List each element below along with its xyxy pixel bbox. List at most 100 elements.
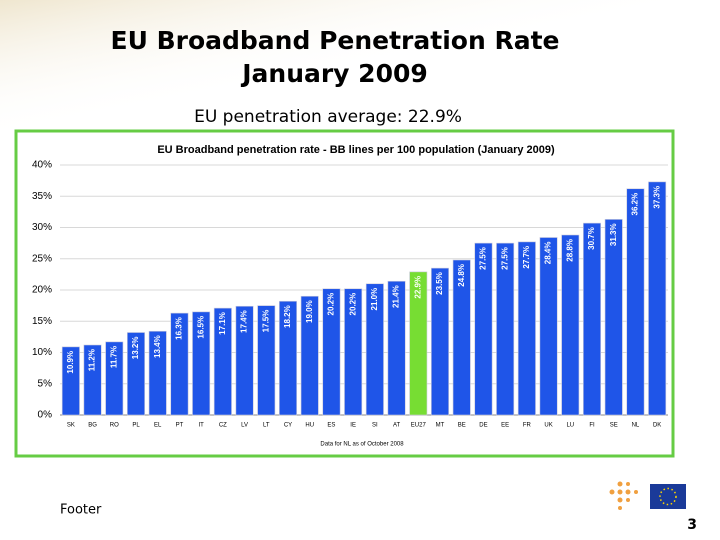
value-label: 28.4% bbox=[544, 242, 553, 265]
x-tick-label: IT bbox=[198, 423, 204, 429]
value-label: 37.3% bbox=[652, 186, 661, 209]
bar bbox=[474, 242, 493, 416]
x-tick-label: LT bbox=[263, 423, 270, 429]
y-tick-label: 35% bbox=[32, 191, 52, 202]
bar bbox=[235, 305, 254, 416]
bar bbox=[192, 311, 211, 416]
bar bbox=[539, 237, 558, 416]
value-label: 17.5% bbox=[261, 310, 270, 333]
bar bbox=[604, 219, 623, 416]
x-tick-label: SE bbox=[610, 423, 618, 429]
footer: Footer bbox=[60, 503, 102, 518]
y-tick-label: 20% bbox=[32, 285, 52, 296]
page-number: 3 bbox=[687, 517, 697, 533]
x-tick-label: EE bbox=[501, 423, 509, 429]
bar bbox=[583, 222, 601, 416]
value-label: 23.5% bbox=[435, 272, 444, 295]
x-tick-label: SK bbox=[67, 423, 75, 429]
bar bbox=[517, 241, 536, 416]
value-label: 30.7% bbox=[587, 227, 596, 250]
x-tick-label: MT bbox=[436, 423, 445, 429]
x-tick-label: UK bbox=[544, 423, 552, 429]
x-tick-label: LV bbox=[241, 423, 248, 429]
logo-dots bbox=[609, 481, 638, 510]
bar bbox=[648, 181, 667, 416]
slide-subtitle: EU penetration average: 22.9% bbox=[194, 107, 462, 127]
bar bbox=[561, 234, 580, 416]
slide-title: January 2009 bbox=[240, 59, 428, 88]
y-tick-label: 40% bbox=[32, 160, 52, 171]
bar bbox=[387, 280, 406, 416]
x-tick-label: ES bbox=[327, 423, 335, 429]
x-tick-label: PT bbox=[176, 423, 184, 429]
x-tick-label: PL bbox=[132, 423, 140, 429]
background-fade bbox=[0, 0, 720, 140]
value-label: 20.2% bbox=[327, 293, 336, 316]
value-label: 16.3% bbox=[175, 317, 184, 340]
x-tick-label: HU bbox=[305, 423, 314, 429]
value-label: 18.2% bbox=[283, 305, 292, 328]
x-tick-label: FI bbox=[589, 423, 595, 429]
slide-title: EU Broadband Penetration Rate bbox=[111, 26, 560, 55]
value-label: 11.2% bbox=[88, 349, 97, 371]
y-tick-label: 25% bbox=[32, 253, 52, 264]
x-tick-label: CZ bbox=[219, 423, 227, 429]
bar bbox=[83, 344, 102, 416]
eu-flag bbox=[650, 484, 686, 509]
bar bbox=[213, 307, 232, 416]
bar bbox=[409, 271, 428, 416]
x-tick-label: FR bbox=[523, 423, 532, 429]
value-label: 10.9% bbox=[66, 351, 75, 374]
value-label: 13.4% bbox=[153, 335, 162, 358]
y-tick-label: 5% bbox=[38, 378, 53, 389]
value-label: 22.9% bbox=[413, 276, 422, 299]
x-tick-label: DE bbox=[479, 423, 487, 429]
bar bbox=[105, 341, 124, 416]
x-tick-label: NL bbox=[632, 423, 640, 429]
x-tick-label: AT bbox=[393, 423, 401, 429]
bar bbox=[257, 305, 276, 416]
y-tick-label: 0% bbox=[38, 410, 53, 421]
chart-title: EU Broadband penetration rate - BB lines… bbox=[157, 144, 555, 156]
bar bbox=[279, 300, 297, 416]
value-label: 27.5% bbox=[479, 247, 488, 270]
value-label: 19.0% bbox=[305, 300, 314, 323]
bar bbox=[452, 259, 471, 416]
x-tick-label: EU27 bbox=[411, 423, 427, 429]
value-label: 20.2% bbox=[348, 293, 357, 316]
x-tick-label: DK bbox=[653, 423, 661, 429]
bar bbox=[496, 242, 515, 416]
value-label: 11.7% bbox=[109, 346, 118, 368]
bar bbox=[61, 346, 80, 416]
x-tick-label: IE bbox=[350, 423, 356, 429]
value-label: 27.7% bbox=[522, 246, 531, 269]
value-label: 21.0% bbox=[370, 288, 379, 311]
x-tick-label: BG bbox=[88, 423, 97, 429]
x-tick-label: SI bbox=[372, 423, 378, 429]
x-tick-label: CY bbox=[284, 423, 292, 429]
bar bbox=[431, 267, 449, 416]
bar bbox=[300, 295, 319, 416]
value-label: 27.5% bbox=[500, 247, 509, 270]
chart-note: Data for NL as of October 2008 bbox=[320, 442, 404, 448]
value-label: 36.2% bbox=[631, 193, 640, 216]
x-tick-label: RO bbox=[110, 423, 119, 429]
value-label: 13.2% bbox=[131, 337, 140, 360]
value-label: 17.1% bbox=[218, 312, 227, 335]
bar bbox=[365, 283, 384, 416]
bar bbox=[170, 312, 189, 416]
value-label: 31.3% bbox=[609, 223, 618, 246]
value-label: 16.5% bbox=[196, 316, 205, 339]
x-tick-label: EL bbox=[154, 423, 162, 429]
bar bbox=[626, 188, 645, 416]
y-tick-label: 10% bbox=[32, 347, 52, 358]
bar bbox=[127, 332, 145, 416]
value-label: 24.8% bbox=[457, 264, 466, 287]
bar bbox=[344, 288, 363, 416]
value-label: 17.4% bbox=[240, 310, 249, 333]
x-tick-label: LU bbox=[566, 423, 574, 429]
y-tick-label: 15% bbox=[32, 316, 52, 327]
value-label: 28.8% bbox=[565, 239, 574, 262]
